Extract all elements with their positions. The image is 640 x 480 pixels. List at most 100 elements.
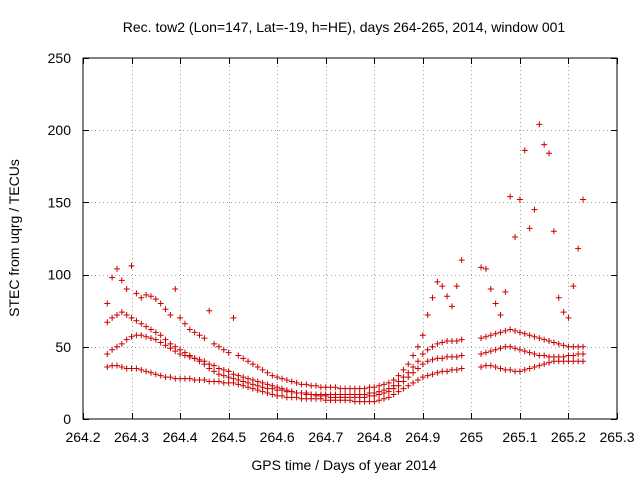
data-point <box>580 196 587 203</box>
data-point <box>245 358 252 365</box>
data-point <box>492 364 499 371</box>
data-point <box>138 294 145 301</box>
data-point <box>211 362 218 369</box>
data-point <box>191 355 198 362</box>
data-point <box>507 193 514 200</box>
data-point <box>143 291 150 298</box>
data-point <box>138 320 145 327</box>
data-point <box>405 361 412 368</box>
data-point <box>395 388 402 395</box>
data-point <box>531 333 538 340</box>
x-tick-label: 265 <box>460 429 484 445</box>
data-point <box>230 314 237 321</box>
data-point <box>434 369 441 376</box>
data-point <box>167 374 174 381</box>
data-point <box>478 364 485 371</box>
data-point <box>541 361 548 368</box>
data-point <box>429 294 436 301</box>
data-point <box>385 379 392 386</box>
data-point <box>123 312 130 319</box>
data-point <box>502 288 509 295</box>
data-point <box>128 333 135 340</box>
data-point <box>439 339 446 346</box>
data-point <box>400 366 407 373</box>
data-point <box>152 371 159 378</box>
data-point <box>478 264 485 271</box>
data-point <box>395 378 402 385</box>
data-point <box>201 335 208 342</box>
data-point <box>541 336 548 343</box>
data-point <box>380 395 387 402</box>
data-point <box>215 371 222 378</box>
data-point <box>414 365 421 372</box>
data-point <box>167 312 174 319</box>
data-point <box>424 312 431 319</box>
data-point <box>201 377 208 384</box>
data-point <box>424 346 431 353</box>
data-point <box>429 356 436 363</box>
data-point <box>196 332 203 339</box>
data-point <box>201 361 208 368</box>
data-point <box>254 382 261 389</box>
data-point <box>410 352 417 359</box>
data-point <box>424 372 431 379</box>
data-point <box>138 332 145 339</box>
data-point <box>405 382 412 389</box>
data-point <box>147 369 154 376</box>
data-point <box>565 314 572 321</box>
data-point <box>424 358 431 365</box>
data-point <box>531 364 538 371</box>
data-point <box>526 365 533 372</box>
data-point <box>143 333 150 340</box>
data-point <box>536 121 543 128</box>
data-point <box>458 336 465 343</box>
data-point <box>521 330 528 337</box>
x-tick-label: 264.3 <box>114 429 149 445</box>
data-point <box>580 351 587 358</box>
data-point <box>516 346 523 353</box>
data-point <box>269 391 276 398</box>
data-point <box>128 262 135 269</box>
x-tick-labels: 264.2 264.3 264.4 264.5 264.6 264.7 264.8 264.9… <box>65 429 634 445</box>
data-point <box>303 390 310 397</box>
data-point <box>536 335 543 342</box>
data-point <box>516 329 523 336</box>
data-point <box>259 384 266 391</box>
data-point <box>429 371 436 378</box>
data-point <box>492 346 499 353</box>
data-point <box>550 228 557 235</box>
data-point <box>118 364 125 371</box>
data-point <box>220 372 227 379</box>
data-point <box>104 364 111 371</box>
x-tick-label: 264.9 <box>405 429 440 445</box>
y-tick-label: 150 <box>48 194 72 210</box>
data-point <box>269 372 276 379</box>
data-point <box>516 196 523 203</box>
data-point <box>138 366 145 373</box>
data-point <box>497 329 504 336</box>
data-point <box>162 342 169 349</box>
data-point <box>575 245 582 252</box>
data-point <box>580 343 587 350</box>
data-point <box>390 377 397 384</box>
data-point <box>478 351 485 358</box>
data-point <box>186 352 193 359</box>
data-point <box>254 364 261 371</box>
data-point <box>487 332 494 339</box>
data-point <box>215 378 222 385</box>
data-point <box>143 323 150 330</box>
data-point <box>371 398 378 405</box>
x-tick-label: 264.8 <box>357 429 392 445</box>
data-point <box>453 338 460 345</box>
data-point <box>332 384 339 391</box>
data-point <box>570 283 577 290</box>
data-point <box>220 366 227 373</box>
data-point <box>400 374 407 381</box>
data-point <box>507 326 514 333</box>
data-point <box>526 332 533 339</box>
data-points <box>104 121 587 405</box>
x-axis-label: GPS time / Days of year 2014 <box>251 457 436 473</box>
x-tick-label: 264.7 <box>308 429 343 445</box>
